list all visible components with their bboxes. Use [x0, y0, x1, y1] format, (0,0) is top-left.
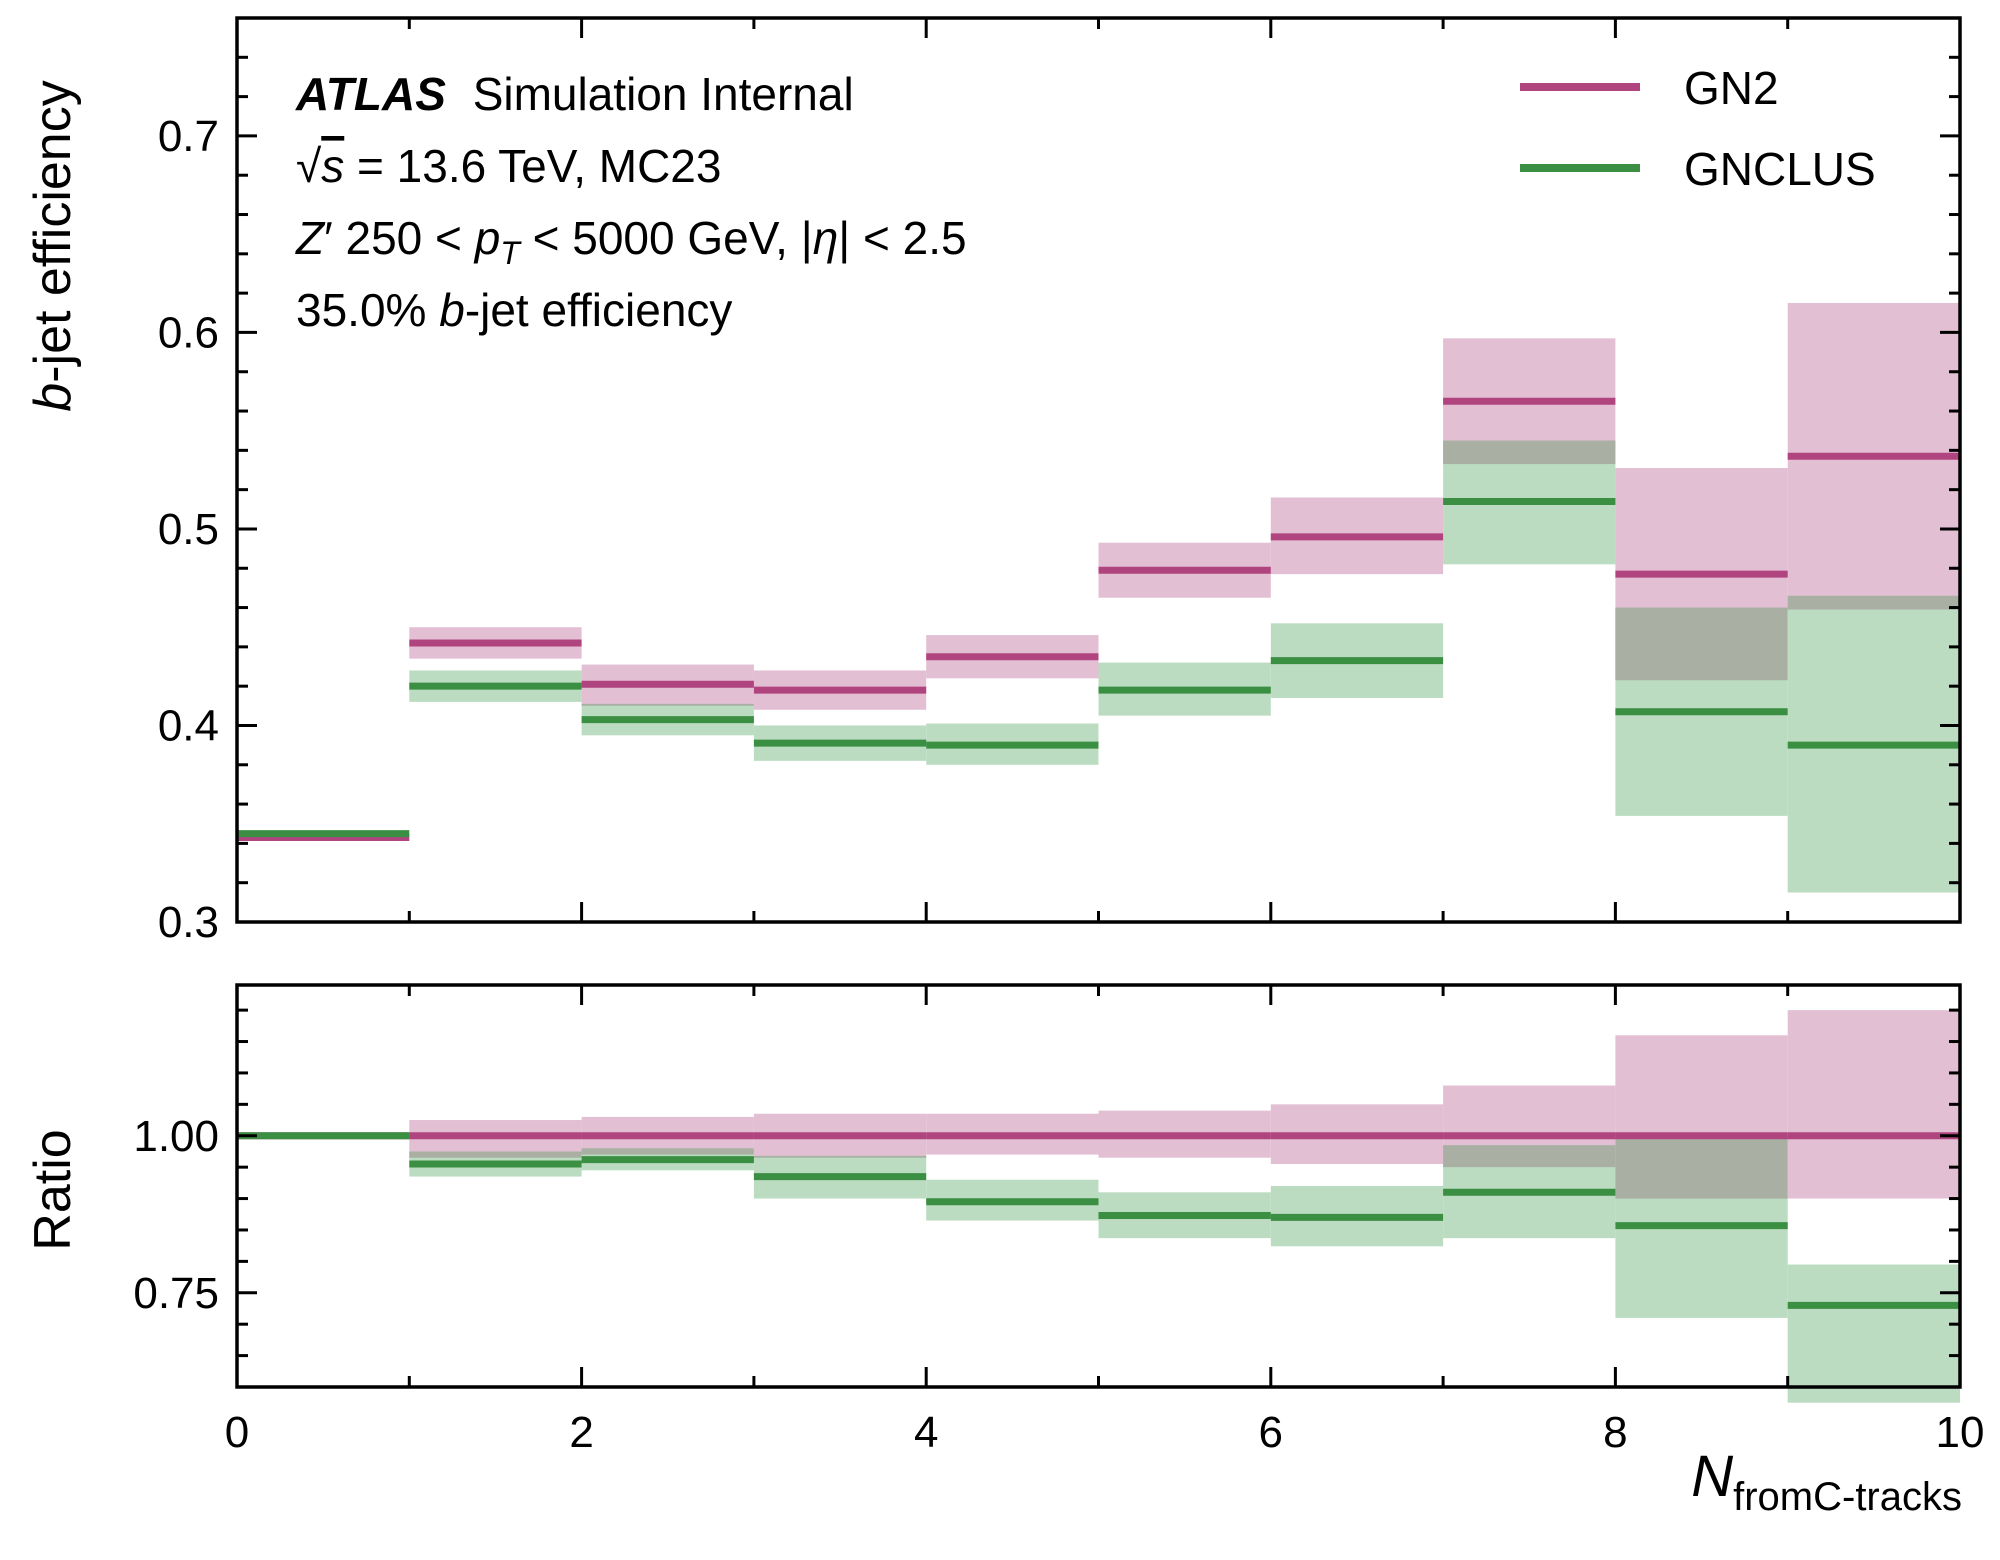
band-overlap-bin-2: [581, 703, 754, 706]
y-axis-title-top: b-jet efficiency: [24, 80, 82, 411]
band-overlap-bin-7: [1443, 1145, 1616, 1168]
band-overlap-bin-9: [1787, 595, 1960, 610]
atlas-status: Simulation Internal: [473, 68, 854, 120]
energy-label: √s = 13.6 TeV, MC23: [296, 140, 721, 192]
legend: GN2 GNCLUS: [1520, 62, 1876, 195]
y-tick-label-bottom-1: 1.00: [133, 1112, 219, 1161]
axis-tick-labels: 0 2 4 6 8 10 0.3 0.4 0.5 0.6 0.7 0.75 1.00: [133, 112, 1984, 1457]
x-tick-label-0: 0: [225, 1408, 249, 1457]
ratio-panel-lines: [237, 1132, 1960, 1309]
sample-label: Z′ 250 < pT < 5000 GeV, |η| < 2.5: [295, 212, 967, 271]
atlas-label: ATLAS Simulation Internal: [295, 68, 854, 120]
y-tick-label-bottom-0.75: 0.75: [133, 1269, 219, 1318]
band-overlap-bin-1: [409, 1151, 582, 1158]
y-tick-label-top-0.4: 0.4: [158, 701, 219, 750]
atlas-experiment: ATLAS: [295, 68, 446, 120]
y-tick-label-top-0.7: 0.7: [158, 112, 219, 161]
x-tick-label-8: 8: [1603, 1408, 1627, 1457]
y-tick-label-top-0.5: 0.5: [158, 505, 219, 554]
x-tick-label-10: 10: [1936, 1408, 1985, 1457]
band-overlap-bin-7: [1443, 440, 1616, 465]
y-tick-label-top-0.3: 0.3: [158, 898, 219, 947]
legend-label-gn2: GN2: [1684, 62, 1779, 114]
band-overlap-bin-3: [753, 1155, 927, 1158]
x-axis-title: NfromC-tracks: [1691, 1444, 1962, 1519]
axis-ticks: [235, 16, 1962, 1387]
working-point-label: 35.0% b-jet efficiency: [296, 284, 732, 336]
y-axis-title-bottom: Ratio: [24, 1129, 82, 1250]
y-tick-label-top-0.6: 0.6: [158, 308, 219, 357]
gn2-band-bin-9: [1787, 1010, 1960, 1199]
gnclus-band-bin-9: [1787, 1264, 1960, 1403]
x-tick-label-2: 2: [569, 1408, 593, 1457]
x-tick-label-4: 4: [914, 1408, 938, 1457]
top-panel-bands: [409, 302, 1960, 893]
x-tick-label-6: 6: [1259, 1408, 1283, 1457]
ratio-panel-bands: [409, 1010, 1960, 1403]
legend-label-gnclus: GNCLUS: [1684, 143, 1876, 195]
band-overlap-bin-8: [1615, 607, 1788, 681]
band-overlap-bin-2: [581, 1148, 754, 1155]
band-overlap-bin-8: [1615, 1135, 1788, 1199]
top-panel-lines: [237, 397, 1960, 841]
